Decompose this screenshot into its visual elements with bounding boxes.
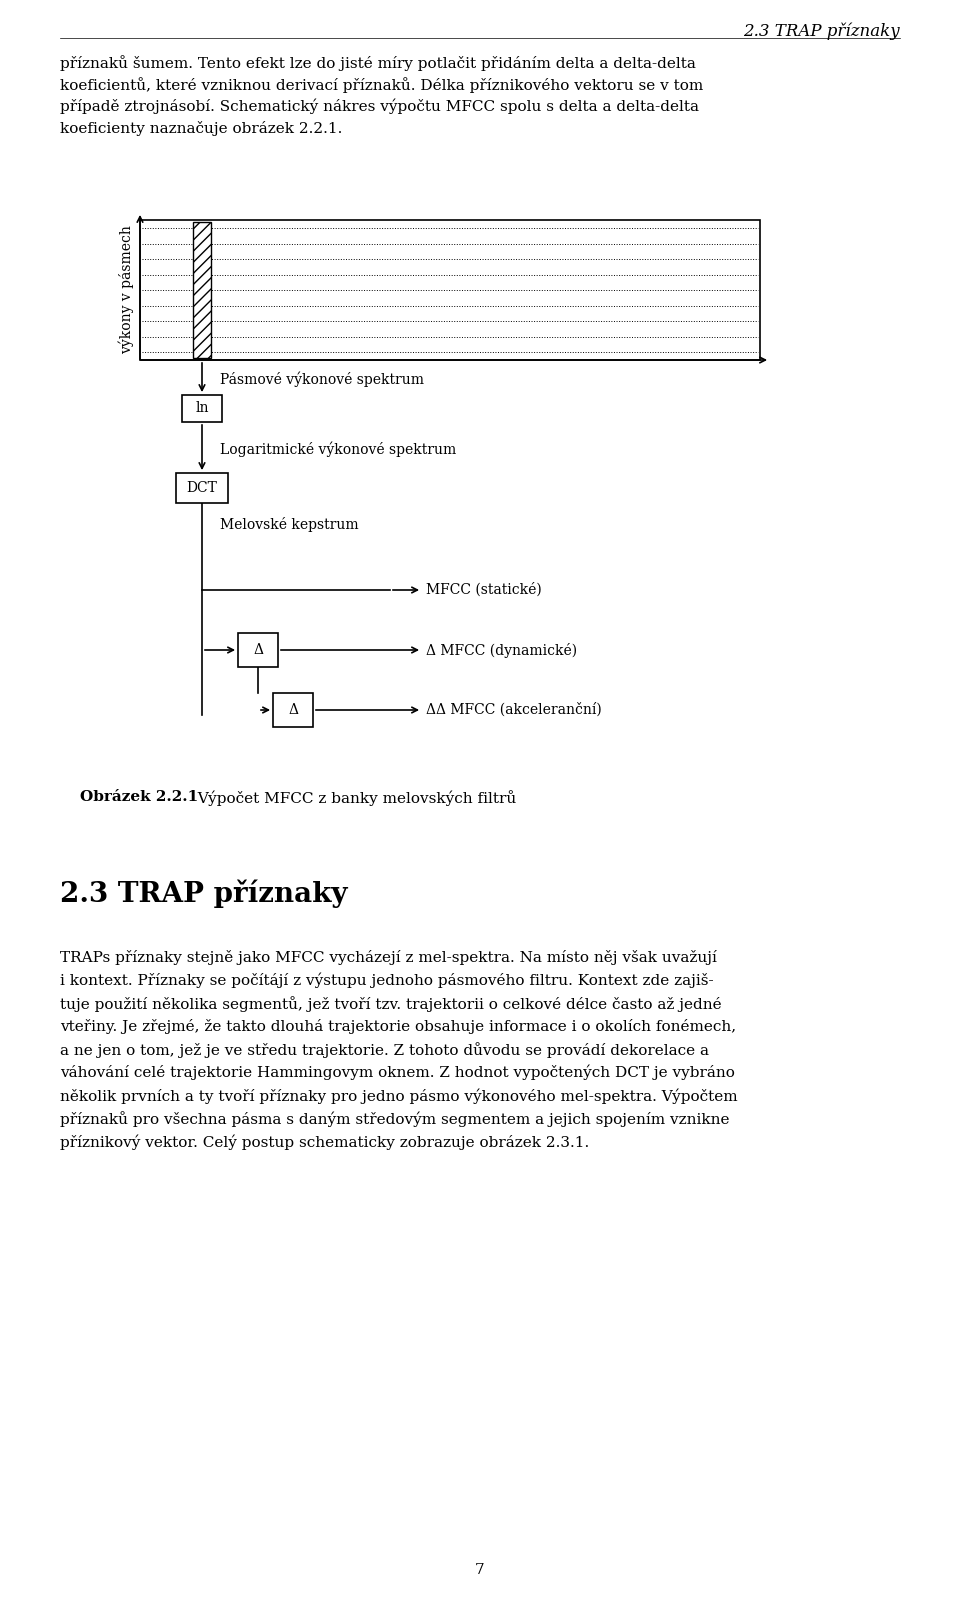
FancyBboxPatch shape — [176, 474, 228, 502]
Text: váhování celé trajektorie Hammingovym oknem. Z hodnot vypočtených DCT je vybráno: váhování celé trajektorie Hammingovym ok… — [60, 1066, 734, 1080]
Text: koeficientů, které vzniknou derivací příznaků. Délka příznikového vektoru se v t: koeficientů, které vzniknou derivací pří… — [60, 77, 704, 93]
FancyBboxPatch shape — [182, 395, 222, 422]
FancyBboxPatch shape — [273, 693, 313, 726]
Text: Melovské kepstrum: Melovské kepstrum — [220, 517, 359, 531]
Text: vteřiny. Je zřejmé, že takto dlouhá trajektorie obsahuje informace i o okolích f: vteřiny. Je zřejmé, že takto dlouhá traj… — [60, 1019, 736, 1034]
Text: výkony v pásmech: výkony v pásmech — [118, 226, 133, 355]
Text: a ne jen o tom, jež je ve středu trajektorie. Z tohoto důvodu se provádí dekorel: a ne jen o tom, jež je ve středu trajekt… — [60, 1042, 709, 1058]
Text: 2.3 TRAP příznaky: 2.3 TRAP příznaky — [743, 22, 900, 40]
Text: DCT: DCT — [186, 482, 217, 494]
Text: Δ: Δ — [288, 702, 298, 717]
Text: MFCC (statické): MFCC (statické) — [426, 582, 541, 597]
Text: TRAPs příznaky stejně jako MFCC vycházejí z mel-spektra. Na místo něj však uvažu: TRAPs příznaky stejně jako MFCC vycházej… — [60, 950, 717, 965]
Text: i kontext. Příznaky se počítájí z výstupu jednoho pásmového filtru. Kontext zde : i kontext. Příznaky se počítájí z výstup… — [60, 973, 713, 989]
Text: případě ztrojnásobí. Schematický nákres výpočtu MFCC spolu s delta a delta-delta: případě ztrojnásobí. Schematický nákres … — [60, 99, 699, 115]
Text: tuje použití několika segmentů, jež tvoří tzv. trajektorii o celkové délce často: tuje použití několika segmentů, jež tvoř… — [60, 995, 722, 1011]
Text: ln: ln — [195, 402, 208, 416]
Text: koeficienty naznačuje obrázek 2.2.1.: koeficienty naznačuje obrázek 2.2.1. — [60, 122, 343, 136]
Text: příznaků šumem. Tento efekt lze do jisté míry potlačit přidáním delta a delta-de: příznaků šumem. Tento efekt lze do jisté… — [60, 54, 696, 70]
Text: ΔΔ MFCC (akceleranční): ΔΔ MFCC (akceleranční) — [426, 702, 602, 717]
Text: Logaritmické výkonové spektrum: Logaritmické výkonové spektrum — [220, 442, 456, 458]
Text: Δ MFCC (dynamické): Δ MFCC (dynamické) — [426, 643, 577, 658]
Text: příznikový vektor. Celý postup schematicky zobrazuje obrázek 2.3.1.: příznikový vektor. Celý postup schematic… — [60, 1134, 589, 1149]
Text: 2.3 TRAP příznaky: 2.3 TRAP příznaky — [60, 880, 348, 909]
Text: Δ: Δ — [253, 643, 263, 658]
FancyBboxPatch shape — [193, 222, 211, 358]
Text: Výpočet MFCC z banky melovských filtrů: Výpočet MFCC z banky melovských filtrů — [188, 790, 516, 806]
Text: Obrázek 2.2.1: Obrázek 2.2.1 — [80, 790, 199, 803]
FancyBboxPatch shape — [238, 634, 278, 667]
Text: několik prvních a ty tvoří příznaky pro jedno pásmo výkonového mel-spektra. Výpo: několik prvních a ty tvoří příznaky pro … — [60, 1088, 737, 1104]
Text: příznaků pro všechna pásma s daným středovým segmentem a jejich spojením vznikne: příznaků pro všechna pásma s daným střed… — [60, 1110, 730, 1126]
Text: Pásmové výkonové spektrum: Pásmové výkonové spektrum — [220, 371, 424, 387]
Text: 7: 7 — [475, 1563, 485, 1578]
